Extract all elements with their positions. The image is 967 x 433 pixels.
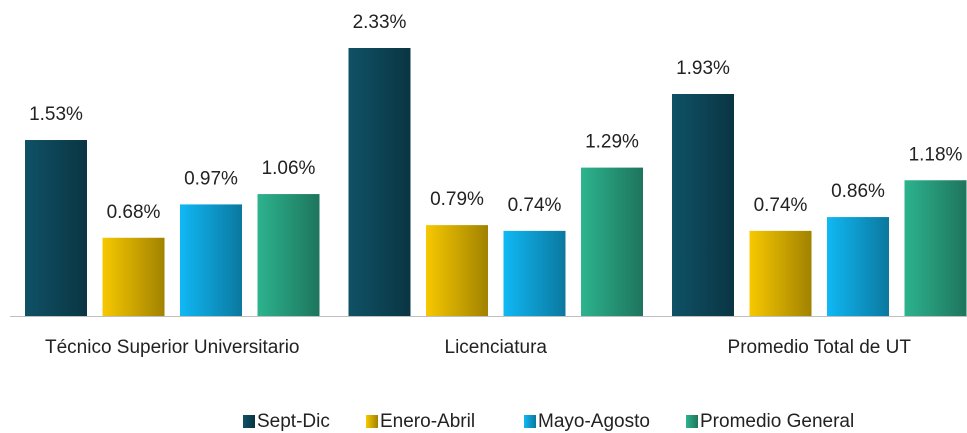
data-label: 0.68% [107,202,161,223]
legend-swatch-shade [366,415,378,428]
bar-shade [904,180,967,316]
data-label: 0.74% [754,195,808,216]
data-label: 0.86% [831,181,885,202]
legend-swatch-shade [686,415,698,428]
legend-swatch-shade [243,415,255,428]
data-label: 1.29% [585,132,639,153]
x-tick-label: Licenciatura [445,337,548,358]
legend-label: Sept-Dic [257,411,330,432]
bar-shade [503,230,566,316]
bar-shade [348,48,411,316]
data-label: 0.74% [508,195,562,216]
bar-shade [102,237,165,316]
data-label: 1.53% [29,104,83,125]
data-label: 2.33% [353,12,407,33]
bar-shade [672,94,734,317]
data-label: 1.06% [262,158,316,179]
x-tick-label: Promedio Total de UT [728,337,912,358]
bar-shade [581,167,643,316]
bar-shade [749,230,812,316]
x-tick-label: Técnico Superior Universitario [45,337,300,358]
legend-label: Promedio General [700,411,854,432]
legend-label: Enero-Abril [380,411,475,432]
bar-shade [257,194,320,316]
data-label: 1.93% [676,58,730,79]
data-label: 0.97% [184,168,238,189]
bar-shade [827,217,889,316]
legend-label: Mayo-Agosto [538,411,650,432]
data-label: 1.18% [909,144,963,165]
bar-shade [180,204,242,316]
legend-swatch-shade [524,415,536,428]
bar-shade [426,225,488,316]
bar-shade [25,140,87,316]
data-label: 0.79% [430,189,484,210]
